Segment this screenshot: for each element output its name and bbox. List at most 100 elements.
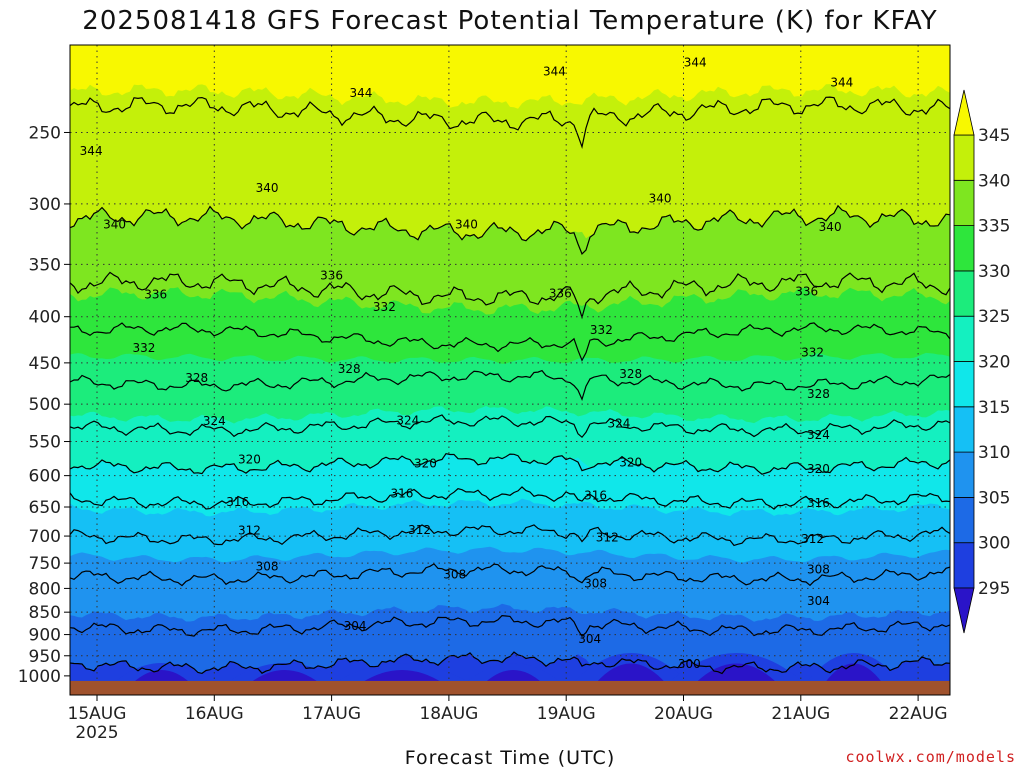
colorbar-tick-label: 300 [978, 534, 1010, 554]
contour-label: 336 [144, 288, 167, 302]
y-tick-label: 650 [29, 498, 61, 518]
colorbar-tick-label: 310 [978, 443, 1010, 463]
colorbar-segment [953, 179, 975, 227]
contour-label: 308 [584, 576, 607, 590]
contour-label: 304 [344, 619, 367, 633]
contour-label: 300 [678, 657, 701, 671]
x-tick-sublabel: 2025 [75, 723, 118, 743]
colorbar-segment [953, 542, 975, 589]
contour-label: 336 [795, 284, 818, 298]
contour-328 [70, 369, 950, 402]
contour-label: 312 [408, 523, 431, 537]
contour-300 [70, 651, 950, 675]
contour-label: 340 [455, 217, 478, 231]
cold-pocket-core [484, 670, 543, 683]
credit-link[interactable]: coolwx.com/models [845, 748, 1016, 766]
y-tick-label: 950 [29, 647, 61, 667]
y-tick-label: 700 [29, 527, 61, 547]
ground-strip [70, 680, 950, 695]
y-tick-label: 600 [29, 467, 61, 487]
ground-layer [70, 680, 950, 695]
contour-label: 336 [549, 286, 572, 300]
chart-title: 2025081418 GFS Forecast Potential Temper… [82, 6, 937, 36]
colorbar-tick-label: 335 [978, 217, 1010, 237]
contour-label: 316 [584, 488, 607, 502]
y-tick-label: 900 [29, 626, 61, 646]
contour-336 [70, 271, 950, 320]
contour-332 [70, 322, 950, 362]
contour-label: 312 [238, 523, 261, 537]
x-axis-label: Forecast Time (UTC) [405, 747, 615, 768]
contour-label: 324 [807, 428, 830, 442]
x-tick-label: 18AUG [419, 704, 478, 724]
contour-label: 324 [203, 414, 226, 428]
contour-label: 320 [619, 455, 642, 469]
contour-label: 316 [391, 487, 414, 501]
contour-label: 344 [543, 65, 566, 79]
y-tick-label: 300 [29, 195, 61, 215]
x-tick-label: 20AUG [654, 704, 713, 724]
x-tick-label: 22AUG [889, 704, 948, 724]
contour-label: 344 [349, 86, 372, 100]
colorbar-segment [953, 134, 975, 181]
contour-label: 344 [684, 55, 707, 69]
contour-labels: 344 344 344 344 344 340 340 340 340 340 336 336 336 3… [80, 55, 854, 671]
contour-label: 332 [373, 300, 396, 314]
colorbar-top-arrow [953, 89, 975, 136]
colorbar-segment [953, 361, 975, 408]
contour-label: 340 [103, 217, 126, 231]
contour-label: 328 [807, 387, 830, 401]
contour-344 [70, 96, 950, 149]
cold-pocket-core [249, 670, 320, 683]
y-tick-label: 500 [29, 395, 61, 415]
contour-label: 312 [596, 531, 619, 545]
temperature-fill-bands [70, 45, 950, 695]
colorbar-bottom-arrow [953, 587, 975, 634]
cold-pocket-core [132, 670, 191, 683]
contour-label: 320 [238, 453, 261, 467]
cold-pocket-core [361, 670, 443, 683]
contour-312 [70, 524, 950, 547]
contour-label: 332 [590, 323, 613, 337]
contour-320 [70, 453, 950, 475]
contour-label: 320 [414, 457, 437, 471]
colorbar-segment [953, 270, 975, 317]
x-tick-label: 21AUG [771, 704, 830, 724]
contour-304 [70, 614, 950, 638]
y-tick-label: 850 [29, 603, 61, 623]
colorbar-tick-label: 320 [978, 353, 1010, 373]
contour-label: 328 [619, 367, 642, 381]
x-tick-label: 15AUG [68, 704, 127, 724]
colorbar-tick-label: 325 [978, 307, 1010, 327]
y-axis: 250 300 350 400 450 500 550 600 650 700 750 800 850 9… [18, 123, 70, 687]
contour-label: 316 [807, 496, 830, 510]
contour-340 [70, 204, 950, 255]
contour-lines [70, 96, 950, 675]
contour-label: 324 [608, 416, 631, 430]
contour-label: 340 [819, 220, 842, 234]
y-tick-label: 250 [29, 123, 61, 143]
contour-label: 304 [807, 594, 830, 608]
contour-324 [70, 414, 950, 439]
contour-label: 340 [256, 181, 279, 195]
colorbar-segment [953, 451, 975, 498]
y-tick-label: 1000 [18, 667, 61, 687]
cold-pocket-core [595, 663, 666, 683]
contour-label: 308 [443, 567, 466, 581]
y-tick-label: 450 [29, 354, 61, 374]
y-tick-label: 550 [29, 433, 61, 453]
colorbar-tick-label: 345 [978, 126, 1010, 146]
colorbar-tick-label: 295 [978, 579, 1010, 599]
contour-label: 336 [320, 268, 343, 282]
contour-label: 308 [256, 560, 279, 574]
contour-label: 332 [801, 345, 824, 359]
y-tick-label: 400 [29, 308, 61, 328]
contour-label: 320 [807, 462, 830, 476]
fill-band-above-345 [70, 45, 950, 109]
colorbar-tick-label: 340 [978, 171, 1010, 191]
contour-label: 344 [80, 144, 103, 158]
x-tick-label: 19AUG [537, 704, 596, 724]
y-tick-label: 350 [29, 255, 61, 275]
contour-label: 328 [338, 362, 361, 376]
contour-label: 324 [396, 413, 419, 427]
